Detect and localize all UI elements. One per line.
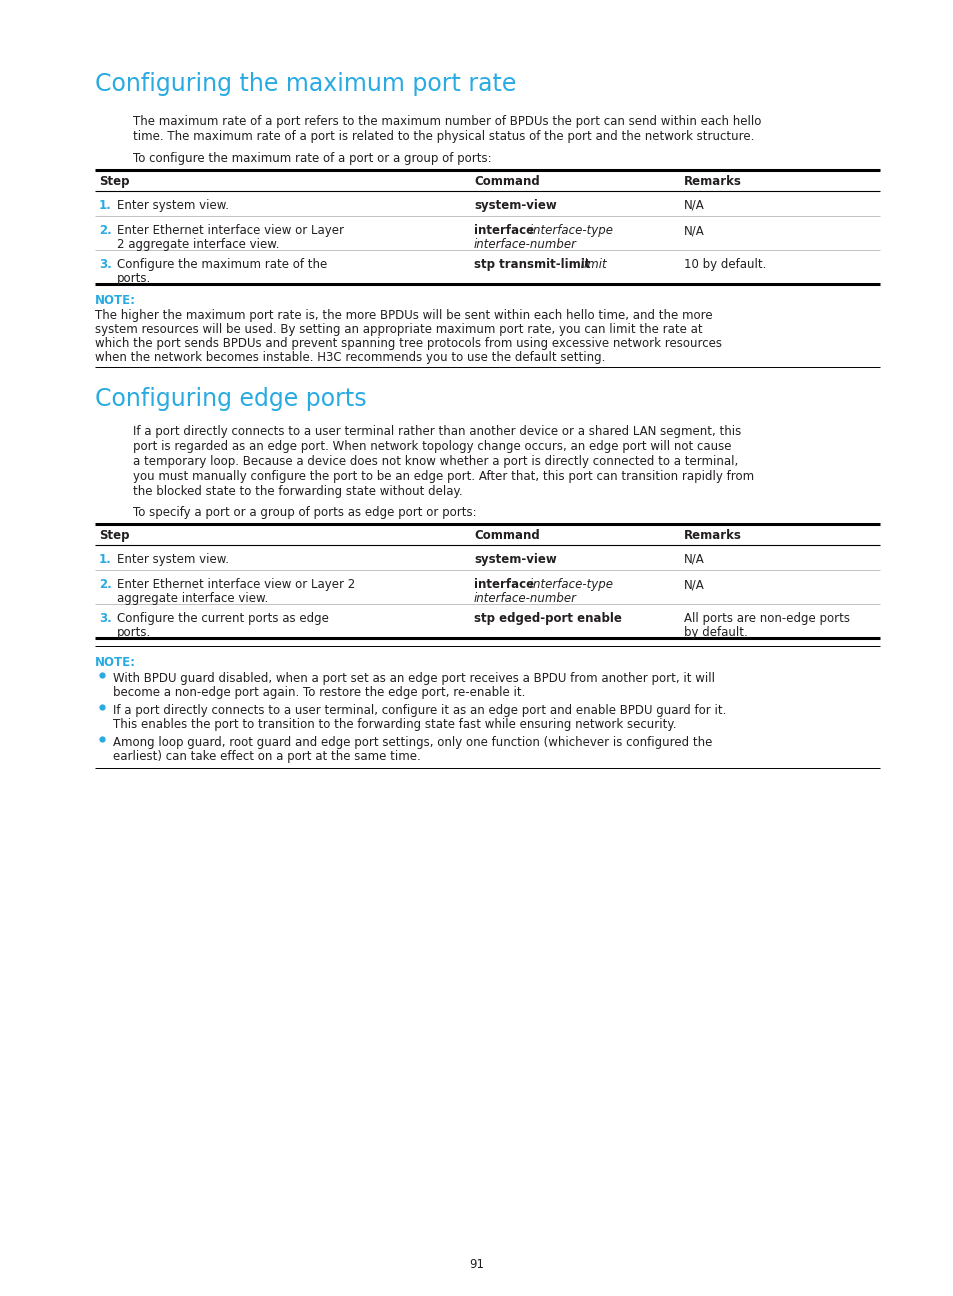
Text: 10 by default.: 10 by default.	[683, 258, 765, 271]
Text: by default.: by default.	[683, 626, 747, 639]
Text: Remarks: Remarks	[683, 529, 741, 542]
Text: To specify a port or a group of ports as edge port or ports:: To specify a port or a group of ports as…	[132, 505, 476, 518]
Text: a temporary loop. Because a device does not know whether a port is directly conn: a temporary loop. Because a device does …	[132, 455, 738, 468]
Text: Enter system view.: Enter system view.	[117, 200, 229, 213]
Text: stp transmit-limit: stp transmit-limit	[474, 258, 590, 271]
Text: interface-number: interface-number	[474, 238, 577, 251]
Text: stp edged-port enable: stp edged-port enable	[474, 612, 621, 625]
Text: All ports are non-edge ports: All ports are non-edge ports	[683, 612, 849, 625]
Text: N/A: N/A	[683, 553, 704, 566]
Text: The maximum rate of a port refers to the maximum number of BPDUs the port can se: The maximum rate of a port refers to the…	[132, 115, 760, 128]
Text: 2 aggregate interface view.: 2 aggregate interface view.	[117, 238, 279, 251]
Text: Enter Ethernet interface view or Layer 2: Enter Ethernet interface view or Layer 2	[117, 578, 355, 591]
Text: aggregate interface view.: aggregate interface view.	[117, 592, 268, 605]
Text: Configure the maximum rate of the: Configure the maximum rate of the	[117, 258, 327, 271]
Text: Command: Command	[474, 175, 539, 188]
Text: Configuring edge ports: Configuring edge ports	[95, 388, 366, 411]
Text: The higher the maximum port rate is, the more BPDUs will be sent within each hel: The higher the maximum port rate is, the…	[95, 308, 712, 321]
Text: become a non-edge port again. To restore the edge port, re-enable it.: become a non-edge port again. To restore…	[112, 686, 525, 699]
Text: interface: interface	[474, 224, 534, 237]
Text: time. The maximum rate of a port is related to the physical status of the port a: time. The maximum rate of a port is rela…	[132, 130, 754, 143]
Text: NOTE:: NOTE:	[95, 294, 136, 307]
Text: Step: Step	[99, 529, 130, 542]
Text: 2.: 2.	[99, 578, 112, 591]
Text: With BPDU guard disabled, when a port set as an edge port receives a BPDU from a: With BPDU guard disabled, when a port se…	[112, 673, 714, 686]
Text: ports.: ports.	[117, 272, 152, 285]
Text: which the port sends BPDUs and prevent spanning tree protocols from using excess: which the port sends BPDUs and prevent s…	[95, 337, 721, 350]
Text: interface: interface	[474, 578, 534, 591]
Text: N/A: N/A	[683, 224, 704, 237]
Text: This enables the port to transition to the forwarding state fast while ensuring : This enables the port to transition to t…	[112, 718, 676, 731]
Text: If a port directly connects to a user terminal, configure it as an edge port and: If a port directly connects to a user te…	[112, 704, 725, 717]
Text: N/A: N/A	[683, 578, 704, 591]
Text: 3.: 3.	[99, 258, 112, 271]
Text: N/A: N/A	[683, 200, 704, 213]
Text: earliest) can take effect on a port at the same time.: earliest) can take effect on a port at t…	[112, 750, 420, 763]
Text: 2.: 2.	[99, 224, 112, 237]
Text: Remarks: Remarks	[683, 175, 741, 188]
Text: the blocked state to the forwarding state without delay.: the blocked state to the forwarding stat…	[132, 485, 462, 498]
Text: interface-number: interface-number	[474, 592, 577, 605]
Text: To configure the maximum rate of a port or a group of ports:: To configure the maximum rate of a port …	[132, 152, 491, 165]
Text: Step: Step	[99, 175, 130, 188]
Text: If a port directly connects to a user terminal rather than another device or a s: If a port directly connects to a user te…	[132, 425, 740, 438]
Text: Configuring the maximum port rate: Configuring the maximum port rate	[95, 73, 516, 96]
Text: Among loop guard, root guard and edge port settings, only one function (whicheve: Among loop guard, root guard and edge po…	[112, 736, 712, 749]
Text: NOTE:: NOTE:	[95, 656, 136, 669]
Text: you must manually configure the port to be an edge port. After that, this port c: you must manually configure the port to …	[132, 470, 753, 483]
Text: system resources will be used. By setting an appropriate maximum port rate, you : system resources will be used. By settin…	[95, 323, 702, 336]
Text: 3.: 3.	[99, 612, 112, 625]
Text: 1.: 1.	[99, 200, 112, 213]
Text: system-view: system-view	[474, 553, 557, 566]
Text: Command: Command	[474, 529, 539, 542]
Text: when the network becomes instable. H3C recommends you to use the default setting: when the network becomes instable. H3C r…	[95, 351, 605, 364]
Text: limit: limit	[577, 258, 606, 271]
Text: 91: 91	[469, 1258, 484, 1271]
Text: Enter system view.: Enter system view.	[117, 553, 229, 566]
Text: ports.: ports.	[117, 626, 152, 639]
Text: Enter Ethernet interface view or Layer: Enter Ethernet interface view or Layer	[117, 224, 344, 237]
Text: system-view: system-view	[474, 200, 557, 213]
Text: 1.: 1.	[99, 553, 112, 566]
Text: interface-type: interface-type	[525, 224, 613, 237]
Text: port is regarded as an edge port. When network topology change occurs, an edge p: port is regarded as an edge port. When n…	[132, 441, 731, 454]
Text: Configure the current ports as edge: Configure the current ports as edge	[117, 612, 329, 625]
Text: interface-type: interface-type	[525, 578, 613, 591]
